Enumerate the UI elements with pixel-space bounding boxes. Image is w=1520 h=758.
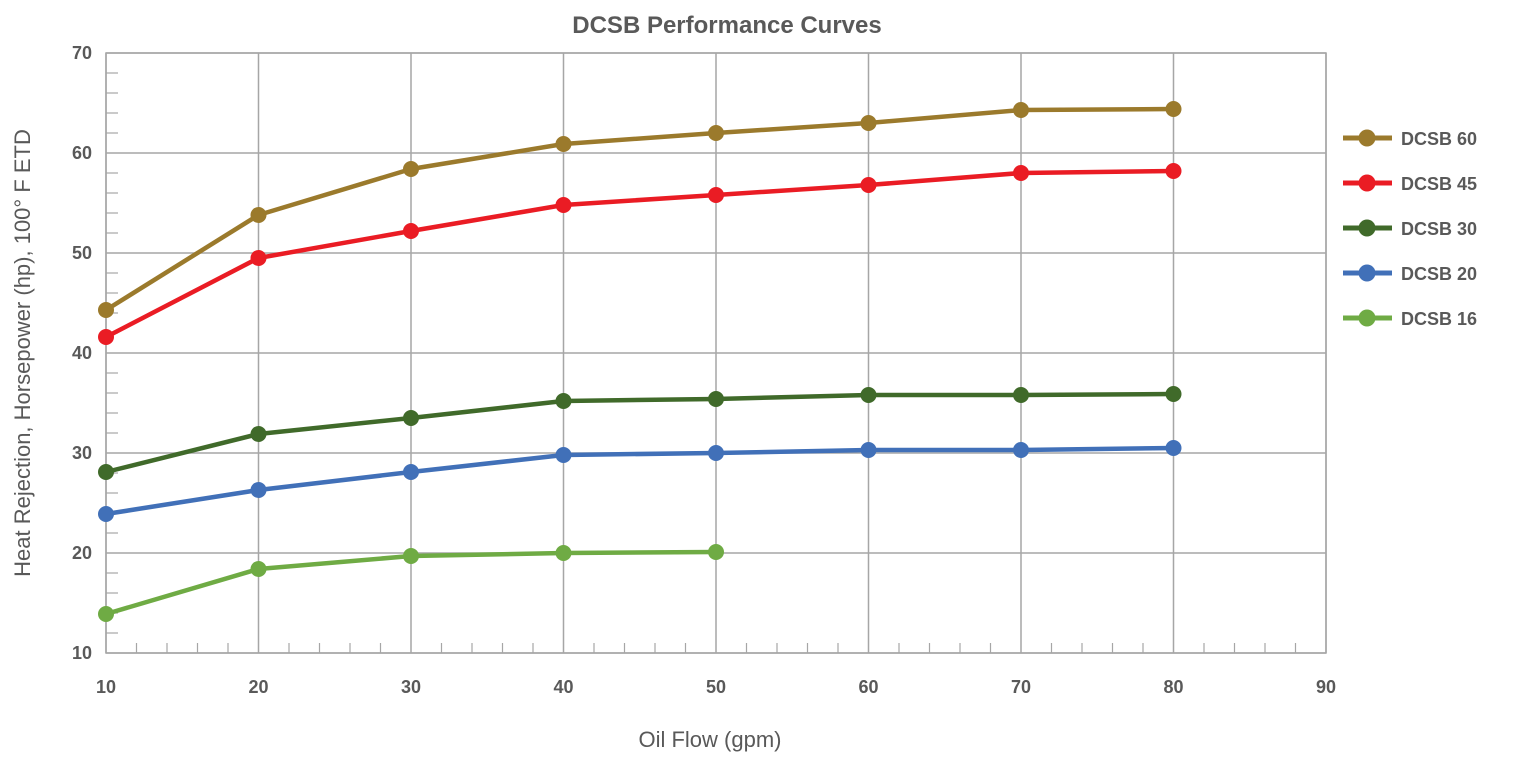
data-point: [250, 207, 267, 223]
series-line: [103, 391, 1176, 475]
data-point: [708, 125, 724, 141]
data-point: [98, 329, 114, 345]
data-point: [555, 545, 572, 561]
data-point: [860, 115, 877, 131]
x-tick-label: 10: [96, 677, 116, 697]
x-tick-label: 40: [553, 677, 573, 697]
x-axis-label: Oil Flow (gpm): [638, 727, 781, 752]
series-line: [103, 106, 1176, 313]
grid: [105, 52, 1327, 654]
data-point: [250, 482, 267, 498]
legend-item: DCSB 30: [1343, 219, 1477, 239]
y-tick-label: 40: [72, 343, 92, 363]
legend-label: DCSB 30: [1401, 219, 1477, 239]
data-point: [860, 177, 877, 193]
data-point: [555, 447, 572, 463]
y-tick-label: 20: [72, 543, 92, 563]
legend-label: DCSB 20: [1401, 264, 1477, 284]
x-tick-label: 30: [401, 677, 421, 697]
data-point: [1165, 386, 1182, 402]
y-tick-label: 50: [72, 243, 92, 263]
data-point: [708, 187, 724, 203]
data-point: [1013, 165, 1029, 181]
series-lines: [98, 101, 1182, 622]
y-tick-label: 30: [72, 443, 92, 463]
data-point: [98, 506, 114, 522]
legend-item: DCSB 60: [1343, 129, 1477, 149]
series-group: [98, 440, 1182, 522]
data-point: [1013, 102, 1029, 118]
legend-marker: [1358, 174, 1376, 192]
legend-label: DCSB 45: [1401, 174, 1477, 194]
data-point: [555, 393, 572, 409]
y-tick-label: 60: [72, 143, 92, 163]
series-group: [98, 386, 1182, 480]
data-point: [1013, 442, 1029, 458]
data-point: [1165, 163, 1182, 179]
data-point: [708, 544, 724, 560]
legend-label: DCSB 16: [1401, 309, 1477, 329]
legend-item: DCSB 20: [1343, 264, 1477, 284]
data-point: [403, 223, 419, 239]
plot-area-border: [105, 52, 1327, 654]
data-point: [250, 561, 267, 577]
data-point: [250, 426, 267, 442]
legend-item: DCSB 45: [1343, 174, 1477, 194]
data-point: [250, 250, 267, 266]
legend-marker: [1358, 309, 1376, 327]
chart-title: DCSB Performance Curves: [572, 12, 881, 39]
data-point: [98, 302, 114, 318]
data-point: [708, 391, 724, 407]
series-group: [98, 163, 1182, 345]
data-point: [860, 442, 877, 458]
data-point: [403, 161, 419, 177]
x-tick-label: 70: [1011, 677, 1031, 697]
data-point: [555, 136, 572, 152]
data-point: [1165, 440, 1182, 456]
series-group: [98, 101, 1182, 318]
legend-marker: [1358, 264, 1376, 282]
x-tick-label: 80: [1163, 677, 1183, 697]
data-point: [403, 410, 419, 426]
series-group: [98, 544, 724, 622]
legend-marker: [1358, 129, 1376, 147]
data-point: [860, 387, 877, 403]
data-point: [555, 197, 572, 213]
data-point: [1165, 101, 1182, 117]
legend-label: DCSB 60: [1401, 129, 1477, 149]
series-line: [103, 445, 1176, 517]
data-point: [98, 606, 114, 622]
x-tick-label: 60: [858, 677, 878, 697]
data-point: [98, 464, 114, 480]
series-line: [103, 168, 1176, 340]
y-tick-label: 70: [72, 43, 92, 63]
x-axis-ticks: 10 20 30 40 50 60 70 80 90: [96, 677, 1336, 697]
data-point: [1013, 387, 1029, 403]
data-point: [403, 548, 419, 564]
y-tick-label: 10: [72, 643, 92, 663]
x-tick-label: 50: [706, 677, 726, 697]
data-point: [403, 464, 419, 480]
x-tick-label: 90: [1316, 677, 1336, 697]
legend: DCSB 60 DCSB 45 DCSB 30 DCSB 20 DCSB 16: [1343, 129, 1477, 329]
y-axis-ticks: 10 20 30 40 50 60 70: [72, 43, 92, 663]
legend-item: DCSB 16: [1343, 309, 1477, 329]
legend-marker: [1358, 219, 1376, 237]
x-tick-label: 20: [248, 677, 268, 697]
y-axis-label: Heat Rejection, Horsepower (hp), 100° F …: [10, 129, 35, 577]
data-point: [708, 445, 724, 461]
